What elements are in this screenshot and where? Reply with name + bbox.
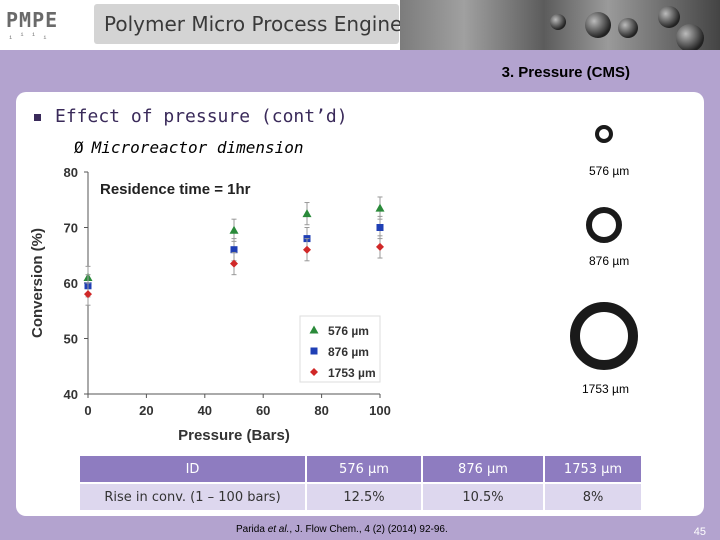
y-tick-label: 80: [64, 165, 78, 180]
citation-etal: et al.: [267, 524, 290, 535]
x-tick-label: 20: [139, 403, 153, 418]
bullet-level-2-text: Microreactor dimension: [91, 138, 304, 157]
table-header-cell: 876 µm: [421, 454, 545, 484]
table-header-cell: ID: [78, 454, 307, 484]
y-tick-label: 40: [64, 387, 78, 402]
legend-marker: [310, 347, 318, 355]
data-point: [84, 290, 92, 299]
x-tick-label: 40: [198, 403, 212, 418]
legend-marker: [309, 325, 319, 334]
logo-text: PMPE: [6, 8, 59, 32]
ring-label-1753: 1753 µm: [582, 382, 629, 396]
section-label: 3. Pressure (CMS): [501, 64, 630, 81]
droplet-3: [658, 6, 680, 28]
header-title: Polymer Micro Process Engineering: [104, 12, 454, 36]
y-tick-label: 60: [64, 276, 78, 291]
legend-label: 576 µm: [328, 324, 369, 338]
citation-pre: Parida: [236, 524, 268, 535]
droplet-4: [676, 24, 704, 50]
table-cell: 10.5%: [421, 482, 545, 512]
x-axis-label: Pressure (Bars): [178, 427, 290, 444]
x-tick-label: 80: [314, 403, 328, 418]
bullet-level-1: Effect of pressure (cont’d): [34, 106, 348, 127]
droplet-2: [618, 18, 638, 38]
table-cell: Rise in conv. (1 – 100 bars): [78, 482, 307, 512]
ring-label-576: 576 µm: [589, 164, 630, 178]
y-axis-label: Conversion (%): [29, 228, 46, 338]
data-point: [230, 246, 238, 254]
citation: Parida et al., J. Flow Chem., 4 (2) (201…: [236, 524, 448, 535]
arrow-bullet-icon: Ø: [74, 138, 84, 157]
table-header-cell: 576 µm: [305, 454, 423, 484]
header-droplet-image: [400, 0, 720, 50]
chart-title: Residence time = 1hr: [100, 181, 251, 198]
bullet-level-2: Ø Microreactor dimension: [74, 138, 304, 157]
pmpe-logo: PMPE ᵢⁱⁱᵢ: [6, 6, 98, 42]
data-point: [229, 225, 239, 234]
table-header-cell: 1753 µm: [543, 454, 643, 484]
x-tick-label: 0: [84, 403, 91, 418]
legend-label: 1753 µm: [328, 366, 376, 380]
ring-label-876: 876 µm: [589, 254, 630, 268]
data-point: [376, 224, 384, 231]
conversion-chart: 40 50 60 70 80 0 20 40 60 80 100 Pressure (Bars) Con…: [29, 165, 391, 444]
ring-1753-icon: [570, 302, 638, 370]
table-row: Rise in conv. (1 – 100 bars) 12.5% 10.5%…: [78, 482, 643, 512]
legend-label: 876 µm: [328, 345, 369, 359]
data-point: [303, 245, 311, 254]
rise-in-conversion-table: ID 576 µm 876 µm 1753 µm Rise in conv. (…: [78, 454, 643, 512]
header-title-box: [94, 4, 399, 44]
data-point: [375, 203, 385, 212]
y-tick-label: 50: [64, 332, 78, 347]
ring-876-icon: [586, 207, 622, 243]
data-point: [302, 209, 312, 218]
x-tick-label: 60: [256, 403, 270, 418]
x-tick-label: 100: [369, 403, 391, 418]
table-cell: 8%: [543, 482, 643, 512]
logo-subtext: ᵢⁱⁱᵢ: [8, 32, 54, 42]
table-cell: 12.5%: [305, 482, 423, 512]
data-point: [376, 242, 384, 251]
legend-marker: [310, 368, 318, 376]
y-tick-label: 70: [64, 221, 78, 236]
square-bullet-icon: [34, 113, 41, 121]
table-header-row: ID 576 µm 876 µm 1753 µm: [78, 454, 643, 484]
page-number: 45: [693, 526, 706, 538]
citation-post: , J. Flow Chem., 4 (2) (2014) 92-96.: [289, 524, 448, 535]
droplet-1: [585, 12, 611, 38]
bullet-level-1-text: Effect of pressure (cont’d): [55, 106, 348, 127]
droplet-5: [550, 14, 566, 30]
header-banner: PMPE ᵢⁱⁱᵢ Polymer Micro Process Engineer…: [0, 0, 720, 50]
ring-576-icon: [595, 125, 613, 143]
data-point: [230, 259, 238, 268]
